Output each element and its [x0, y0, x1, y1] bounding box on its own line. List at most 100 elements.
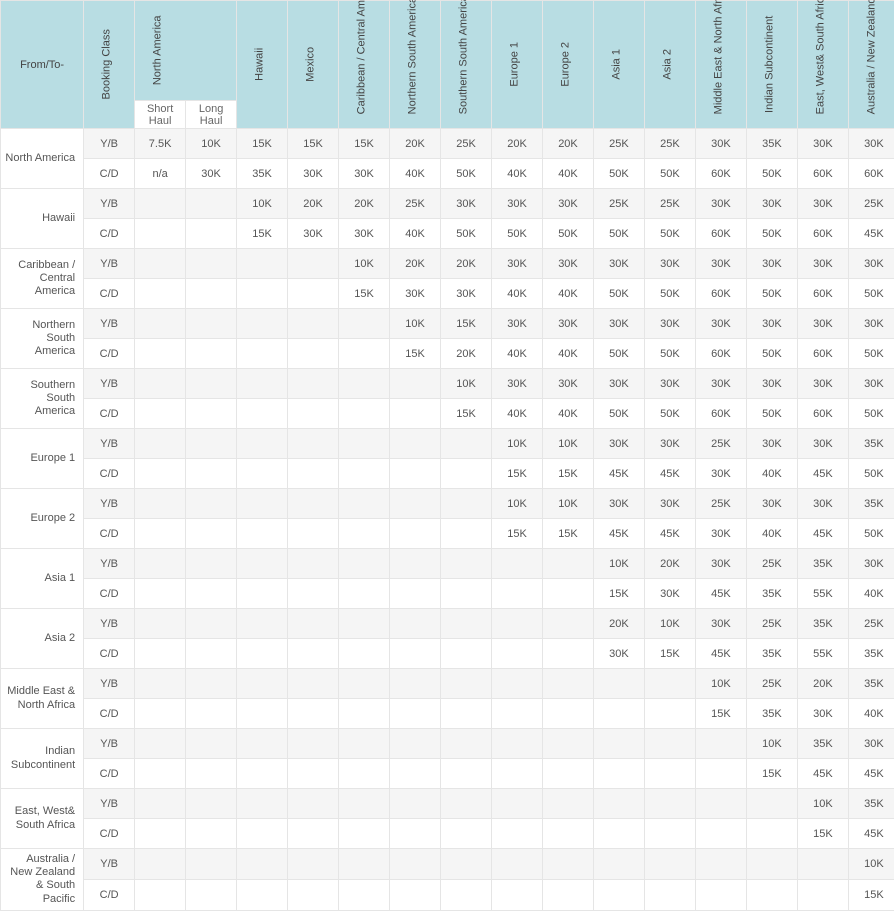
- value-cell: [390, 459, 441, 489]
- value-cell: 45K: [593, 459, 644, 489]
- value-cell: [542, 699, 593, 729]
- value-cell: 30K: [644, 369, 695, 399]
- table-row: C/D15K15K45K45K30K40K45K50K: [1, 519, 894, 549]
- value-cell: [135, 189, 186, 219]
- value-cell: [135, 249, 186, 279]
- value-cell: [339, 429, 390, 459]
- value-cell: 30K: [746, 309, 797, 339]
- value-cell: 30K: [848, 129, 894, 159]
- value-cell: 30K: [797, 489, 848, 519]
- value-cell: [441, 579, 492, 609]
- value-cell: 15K: [339, 129, 390, 159]
- value-cell: [441, 549, 492, 579]
- value-cell: 30K: [746, 489, 797, 519]
- booking-class-cell: Y/B: [84, 849, 135, 880]
- value-cell: 10K: [237, 189, 288, 219]
- value-cell: [644, 699, 695, 729]
- table-row: Southern South AmericaY/B10K30K30K30K30K…: [1, 369, 894, 399]
- value-cell: [288, 549, 339, 579]
- booking-class-cell: Y/B: [84, 369, 135, 399]
- value-cell: [492, 699, 543, 729]
- value-cell: [695, 879, 746, 910]
- value-cell: 50K: [644, 159, 695, 189]
- value-cell: 50K: [848, 519, 894, 549]
- value-cell: 60K: [695, 339, 746, 369]
- table-row: C/D15K30K45K35K55K40K: [1, 579, 894, 609]
- value-cell: 25K: [441, 129, 492, 159]
- value-cell: 30K: [644, 309, 695, 339]
- value-cell: [135, 279, 186, 309]
- value-cell: 25K: [593, 189, 644, 219]
- value-cell: [593, 699, 644, 729]
- value-cell: [390, 639, 441, 669]
- booking-class-cell: Y/B: [84, 249, 135, 279]
- value-cell: 45K: [848, 759, 894, 789]
- value-cell: 10K: [848, 849, 894, 880]
- row-label: Caribbean / Central America: [1, 249, 84, 309]
- booking-class-cell: C/D: [84, 519, 135, 549]
- value-cell: [237, 579, 288, 609]
- value-cell: [339, 459, 390, 489]
- value-cell: [288, 669, 339, 699]
- value-cell: 45K: [797, 519, 848, 549]
- value-cell: 30K: [848, 249, 894, 279]
- value-cell: [237, 669, 288, 699]
- value-cell: [135, 219, 186, 249]
- row-label: Middle East & North Africa: [1, 669, 84, 729]
- value-cell: 20K: [644, 549, 695, 579]
- value-cell: 30K: [848, 369, 894, 399]
- value-cell: [542, 759, 593, 789]
- table-row: HawaiiY/B10K20K20K25K30K30K30K25K25K30K3…: [1, 189, 894, 219]
- value-cell: [492, 789, 543, 819]
- value-cell: [237, 729, 288, 759]
- value-cell: [339, 549, 390, 579]
- value-cell: [339, 879, 390, 910]
- value-cell: 30K: [288, 219, 339, 249]
- col-indian: Indian Subcontinent: [746, 1, 797, 129]
- value-cell: [237, 759, 288, 789]
- value-cell: 35K: [797, 729, 848, 759]
- value-cell: [441, 639, 492, 669]
- value-cell: 50K: [644, 219, 695, 249]
- value-cell: [288, 429, 339, 459]
- value-cell: 60K: [695, 399, 746, 429]
- col-hawaii: Hawaii: [237, 1, 288, 129]
- value-cell: [441, 879, 492, 910]
- value-cell: 50K: [746, 399, 797, 429]
- table-row: C/D15K15K45K45K30K40K45K50K: [1, 459, 894, 489]
- value-cell: [135, 609, 186, 639]
- value-cell: [135, 819, 186, 849]
- value-cell: 15K: [288, 129, 339, 159]
- booking-class-cell: C/D: [84, 279, 135, 309]
- value-cell: [441, 459, 492, 489]
- value-cell: 45K: [593, 519, 644, 549]
- value-cell: [593, 879, 644, 910]
- value-cell: 60K: [695, 159, 746, 189]
- booking-class-cell: Y/B: [84, 609, 135, 639]
- value-cell: 30K: [746, 189, 797, 219]
- value-cell: [390, 819, 441, 849]
- value-cell: [339, 669, 390, 699]
- value-cell: 25K: [695, 429, 746, 459]
- value-cell: 30K: [390, 279, 441, 309]
- value-cell: 30K: [186, 159, 237, 189]
- value-cell: [542, 639, 593, 669]
- value-cell: n/a: [135, 159, 186, 189]
- value-cell: 50K: [593, 219, 644, 249]
- value-cell: [390, 879, 441, 910]
- table-row: Northern South AmericaY/B10K15K30K30K30K…: [1, 309, 894, 339]
- table-row: North AmericaY/B7.5K10K15K15K15K20K25K20…: [1, 129, 894, 159]
- value-cell: 15K: [492, 519, 543, 549]
- value-cell: 10K: [441, 369, 492, 399]
- value-cell: 15K: [441, 309, 492, 339]
- value-cell: 30K: [695, 189, 746, 219]
- value-cell: 10K: [542, 489, 593, 519]
- value-cell: 60K: [797, 219, 848, 249]
- value-cell: [593, 669, 644, 699]
- value-cell: [186, 219, 237, 249]
- value-cell: 45K: [644, 519, 695, 549]
- header-row: From/To- Booking Class North America Haw…: [1, 1, 894, 101]
- value-cell: [695, 849, 746, 880]
- value-cell: 40K: [390, 219, 441, 249]
- value-cell: [390, 609, 441, 639]
